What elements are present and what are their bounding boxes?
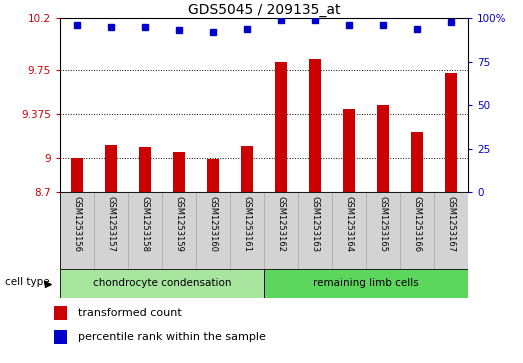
Bar — [343, 109, 355, 192]
Bar — [332, 192, 366, 269]
Bar — [94, 192, 128, 269]
Text: GSM1253156: GSM1253156 — [73, 196, 82, 252]
Text: GSM1253158: GSM1253158 — [141, 196, 150, 252]
Text: GSM1253164: GSM1253164 — [345, 196, 354, 252]
Bar — [60, 192, 94, 269]
Bar — [105, 145, 117, 192]
Text: GSM1253159: GSM1253159 — [175, 196, 184, 252]
Bar — [275, 62, 287, 192]
Bar — [196, 192, 230, 269]
Bar — [264, 269, 468, 298]
Bar — [54, 306, 67, 320]
Text: GSM1253160: GSM1253160 — [209, 196, 218, 252]
Bar — [71, 158, 83, 192]
Bar — [207, 159, 219, 192]
Bar — [128, 192, 162, 269]
Text: GSM1253157: GSM1253157 — [107, 196, 116, 252]
Text: cell type: cell type — [5, 277, 50, 287]
Text: GSM1253161: GSM1253161 — [243, 196, 252, 252]
Text: transformed count: transformed count — [78, 308, 181, 318]
Bar — [264, 192, 298, 269]
Text: remaining limb cells: remaining limb cells — [313, 278, 419, 288]
Bar — [400, 192, 434, 269]
Bar — [445, 73, 457, 192]
Text: GSM1253163: GSM1253163 — [311, 196, 320, 252]
Bar — [173, 152, 185, 192]
Text: percentile rank within the sample: percentile rank within the sample — [78, 332, 266, 342]
Bar — [434, 192, 468, 269]
Bar — [54, 330, 67, 344]
Bar — [309, 59, 321, 192]
Text: chondrocyte condensation: chondrocyte condensation — [93, 278, 231, 288]
Bar — [162, 192, 196, 269]
Text: GSM1253166: GSM1253166 — [413, 196, 422, 252]
Bar — [241, 146, 253, 192]
Text: GSM1253167: GSM1253167 — [447, 196, 456, 252]
Bar — [139, 147, 151, 192]
Bar — [60, 269, 264, 298]
Title: GDS5045 / 209135_at: GDS5045 / 209135_at — [188, 3, 340, 17]
Bar — [298, 192, 332, 269]
Text: GSM1253165: GSM1253165 — [379, 196, 388, 252]
Bar — [230, 192, 264, 269]
Bar — [411, 132, 423, 192]
Bar — [366, 192, 400, 269]
Text: GSM1253162: GSM1253162 — [277, 196, 286, 252]
Bar — [377, 105, 389, 192]
